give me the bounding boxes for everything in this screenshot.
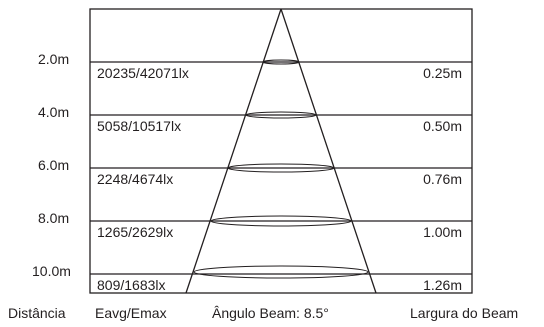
- distance-label-4m: 4.0m: [38, 104, 70, 120]
- lux-value-2m: 20235/42071lx: [97, 65, 189, 81]
- footer-width-label: Largura do Beam: [410, 305, 519, 321]
- beam-ellipse-8m: [210, 215, 352, 227]
- beam-cone-right-edge: [280, 8, 377, 294]
- distance-label-2m: 2.0m: [38, 51, 70, 67]
- distance-label-10m: 10.0m: [32, 263, 71, 279]
- diagram-frame: [89, 8, 473, 294]
- beam-width-10m: 1.26m: [423, 277, 462, 293]
- footer-lux-label: Eavg/Emax: [95, 305, 167, 321]
- lux-value-10m: 809/1683lx: [97, 277, 166, 293]
- beam-ellipse-6m: [227, 163, 335, 173]
- beam-ellipse-4m: [245, 111, 317, 119]
- lux-value-8m: 1265/2629lx: [97, 224, 174, 240]
- footer-distance-label: Distância: [8, 305, 66, 321]
- lux-value-4m: 5058/10517lx: [97, 118, 182, 134]
- beam-width-2m: 0.25m: [423, 65, 462, 81]
- distance-label-8m: 8.0m: [38, 210, 70, 226]
- lux-value-6m: 2248/4674lx: [97, 171, 174, 187]
- beam-width-8m: 1.00m: [423, 224, 462, 240]
- distance-label-6m: 6.0m: [38, 157, 70, 173]
- beam-ellipse-2m: [262, 59, 300, 65]
- beam-ellipse-10m: [193, 265, 369, 279]
- footer-angle-label: Ângulo Beam: 8.5°: [212, 305, 329, 321]
- beam-cone-left-edge: [185, 8, 282, 294]
- beam-width-4m: 0.50m: [423, 118, 462, 134]
- beam-width-6m: 0.76m: [423, 171, 462, 187]
